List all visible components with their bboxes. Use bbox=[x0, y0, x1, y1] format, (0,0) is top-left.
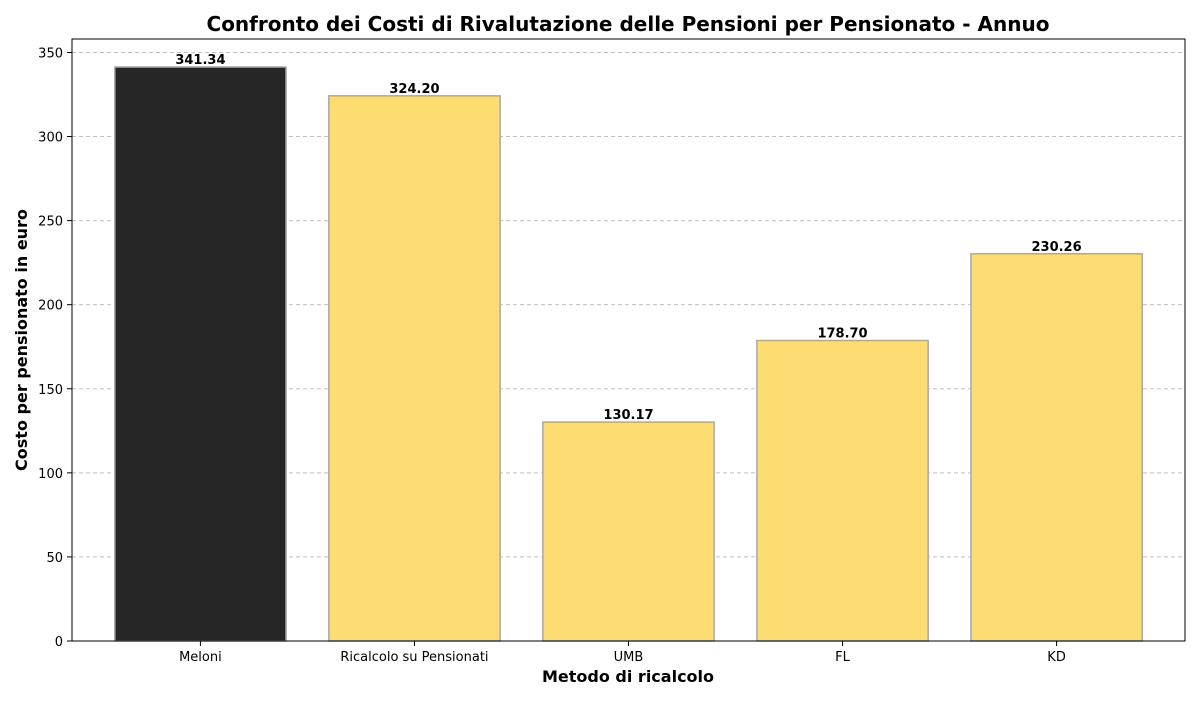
data-label: 130.17 bbox=[603, 408, 653, 423]
y-tick-label: 250 bbox=[38, 215, 63, 230]
y-tick-label: 50 bbox=[46, 551, 63, 566]
data-label: 230.26 bbox=[1031, 240, 1081, 255]
bar-umb bbox=[542, 421, 715, 642]
y-axis-ticks: 0 50 100 150 200 250 300 350 bbox=[38, 46, 72, 650]
bar-meloni bbox=[114, 66, 287, 642]
x-tick-label: Meloni bbox=[179, 650, 222, 665]
chart-title: Confronto dei Costi di Rivalutazione del… bbox=[207, 12, 1050, 36]
y-tick-label: 350 bbox=[38, 46, 63, 61]
data-label: 341.34 bbox=[175, 53, 225, 68]
x-axis-ticks: Meloni Ricalcolo su Pensionati UMB FL KD bbox=[179, 641, 1066, 665]
x-tick-label: KD bbox=[1047, 650, 1066, 665]
y-tick-label: 200 bbox=[38, 299, 63, 314]
y-tick-label: 150 bbox=[38, 383, 63, 398]
data-label: 178.70 bbox=[817, 327, 867, 342]
bars bbox=[114, 66, 1143, 642]
x-tick-label: UMB bbox=[614, 650, 644, 665]
y-tick-label: 0 bbox=[55, 635, 63, 650]
x-tick-label: FL bbox=[835, 650, 850, 665]
data-labels: 341.34 324.20 130.17 178.70 230.26 bbox=[175, 53, 1081, 423]
bar-fl bbox=[756, 339, 929, 642]
bar-kd bbox=[970, 253, 1143, 642]
y-tick-label: 100 bbox=[38, 467, 63, 482]
y-tick-label: 300 bbox=[38, 131, 63, 146]
bar-ricalcolo-su-pensionati bbox=[328, 95, 501, 642]
data-label: 324.20 bbox=[389, 82, 439, 97]
x-tick-label: Ricalcolo su Pensionati bbox=[340, 650, 488, 665]
x-axis-title: Metodo di ricalcolo bbox=[542, 667, 714, 686]
y-axis-title: Costo per pensionato in euro bbox=[12, 209, 31, 471]
